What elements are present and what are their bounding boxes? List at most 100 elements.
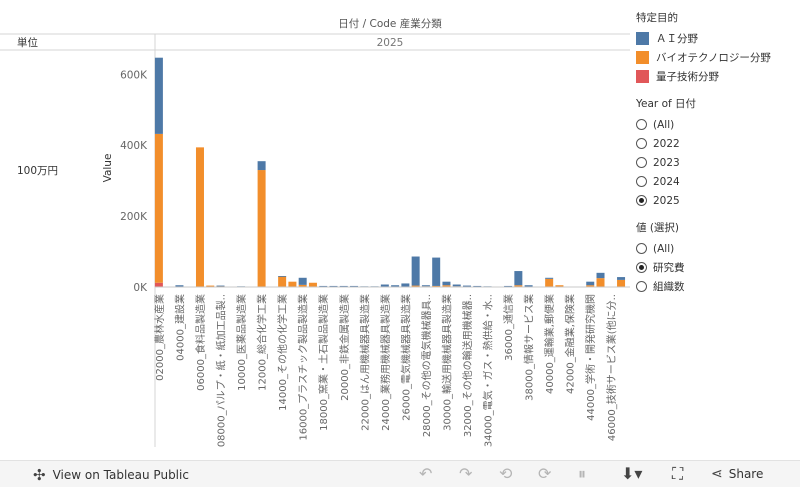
x-tick-label: 46000_技術サービス業(他に分.. <box>605 294 618 441</box>
radio-icon[interactable] <box>636 195 647 206</box>
y-tick-label: 0K <box>133 282 148 294</box>
legend-swatch <box>636 32 649 45</box>
x-tick-label: 04000_建設業 <box>173 294 186 361</box>
year-option[interactable]: 2024 <box>636 172 796 191</box>
legend-items: ＡＩ分野バイオテクノロジー分野量子技術分野 <box>636 29 796 86</box>
bar-segment <box>432 285 441 287</box>
bar-segment <box>473 285 482 287</box>
x-tick-label: 38000_情報サービス業 <box>523 294 536 401</box>
value-option-label: 研究費 <box>653 262 685 274</box>
bar-segment <box>154 133 163 283</box>
radio-icon[interactable] <box>636 281 647 292</box>
share-button[interactable]: ⋖ Share <box>711 466 763 482</box>
radio-icon[interactable] <box>636 138 647 149</box>
year-filter: Year of 日付 (All) 2022 2023 2024 2025 <box>636 96 796 210</box>
y-tick-label: 400K <box>120 140 148 152</box>
bar-segment <box>586 281 595 286</box>
legend-entry[interactable]: ＡＩ分野 <box>636 29 796 48</box>
radio-icon[interactable] <box>636 119 647 130</box>
legend-swatch <box>636 70 649 83</box>
refresh-icon[interactable]: ⟳ <box>538 464 552 483</box>
value-option[interactable]: 組織数 <box>636 277 796 296</box>
value-filter-title: 値 (選択) <box>636 222 680 234</box>
bar-segment <box>195 147 204 287</box>
bar-segment <box>524 285 533 287</box>
bar-segment <box>308 282 317 287</box>
share-icon: ⋖ <box>711 466 723 482</box>
bar-segment <box>278 276 287 287</box>
y-tick-label: 600K <box>120 69 148 81</box>
year-options: (All) 2022 2023 2024 2025 <box>636 115 796 210</box>
x-tick-label: 10000_医薬品製造業 <box>235 294 248 391</box>
bar-segment <box>411 285 420 287</box>
legend-entry[interactable]: バイオテクノロジー分野 <box>636 48 796 67</box>
bar-segment <box>257 161 266 171</box>
year-option[interactable]: 2025 <box>636 191 796 210</box>
year-option[interactable]: 2023 <box>636 153 796 172</box>
radio-icon[interactable] <box>636 176 647 187</box>
bar-segment <box>154 282 163 287</box>
bar-segment <box>545 277 554 279</box>
download-icon[interactable]: ⬇▾ <box>621 464 643 483</box>
bar-segment <box>617 277 626 280</box>
x-tick-label: 28000_その他の電気機械器具.. <box>420 294 433 437</box>
column-header: 2025 <box>377 37 404 49</box>
bar-segment <box>401 283 410 287</box>
bar-segment <box>339 285 348 287</box>
radio-icon[interactable] <box>636 243 647 254</box>
bar-segment <box>617 279 626 287</box>
bar-segment <box>514 285 523 287</box>
bar-segment <box>298 277 307 285</box>
x-tick-label: 34000_電気・ガス・熱供給・水.. <box>482 294 495 447</box>
bar-segment <box>411 256 420 286</box>
value-option[interactable]: (All) <box>636 239 796 258</box>
bar-segment <box>452 284 461 287</box>
bar-segment <box>596 278 605 287</box>
legend-label: ＡＩ分野 <box>656 33 698 45</box>
value-options: (All) 研究費組織数 <box>636 239 796 296</box>
bar-segment <box>216 285 225 287</box>
legend-swatch <box>636 51 649 64</box>
year-option[interactable]: 2022 <box>636 134 796 153</box>
bar-segment <box>278 276 287 277</box>
legend-entry[interactable]: 量子技術分野 <box>636 67 796 86</box>
pause-icon[interactable]: ⏸ <box>578 464 587 483</box>
bar-segment <box>154 57 163 134</box>
view-on-tableau-public-link[interactable]: ✣ View on Tableau Public <box>33 466 189 484</box>
radio-icon[interactable] <box>636 262 647 273</box>
y-tick-label: 200K <box>120 211 148 223</box>
redo-icon[interactable]: ↷ <box>459 464 473 483</box>
legend-label: バイオテクノロジー分野 <box>656 52 771 64</box>
chart-title: 日付 / Code 産業分類 <box>338 17 442 30</box>
tableau-toolbar: ✣ View on Tableau Public ↶ ↷ ⟲ ⟳ ⏸ ⬇▾ ⛶ … <box>0 460 800 487</box>
value-option[interactable]: 研究費 <box>636 258 796 277</box>
bar-segment <box>514 271 523 286</box>
legend-panel: 特定目的 ＡＩ分野バイオテクノロジー分野量子技術分野 Year of 日付 (A… <box>636 10 796 296</box>
bar-segment <box>319 285 328 287</box>
year-option[interactable]: (All) <box>636 115 796 134</box>
bar-segment <box>442 281 451 286</box>
year-option-label: 2023 <box>653 156 680 169</box>
x-tick-label: 30000_輸送用機械器具製造業 <box>440 294 453 431</box>
fullscreen-icon[interactable]: ⛶ <box>672 464 684 483</box>
bar-segment <box>257 170 266 287</box>
x-tick-label: 24000_業務用機械器具製造業 <box>379 294 392 431</box>
legend-title: 特定目的 <box>636 12 678 24</box>
value-filter: 値 (選択) (All) 研究費組織数 <box>636 220 796 296</box>
year-option-label: 2025 <box>653 194 680 207</box>
undo-icon[interactable]: ↶ <box>419 464 433 483</box>
x-tick-label: 06000_食料品製造業 <box>194 294 207 391</box>
x-tick-label: 08000_パルプ・紙・紙加工品製.. <box>215 294 228 447</box>
revert-icon[interactable]: ⟲ <box>499 464 513 483</box>
bar-segment <box>380 284 389 287</box>
radio-icon[interactable] <box>636 157 647 168</box>
bar-segment <box>545 278 554 287</box>
bar-segment <box>463 285 471 287</box>
bar-segment <box>329 285 338 287</box>
year-filter-title: Year of 日付 <box>636 98 697 110</box>
x-tick-label: 44000_学術・開発研究機関 <box>584 294 597 421</box>
bar-segment <box>288 281 297 287</box>
x-tick-label: 16000_プラスチック製品製造業 <box>297 294 310 441</box>
x-tick-label: 18000_窯業・土石製品製造業 <box>317 294 330 431</box>
x-tick-label: 02000_農林水産業 <box>153 294 166 381</box>
